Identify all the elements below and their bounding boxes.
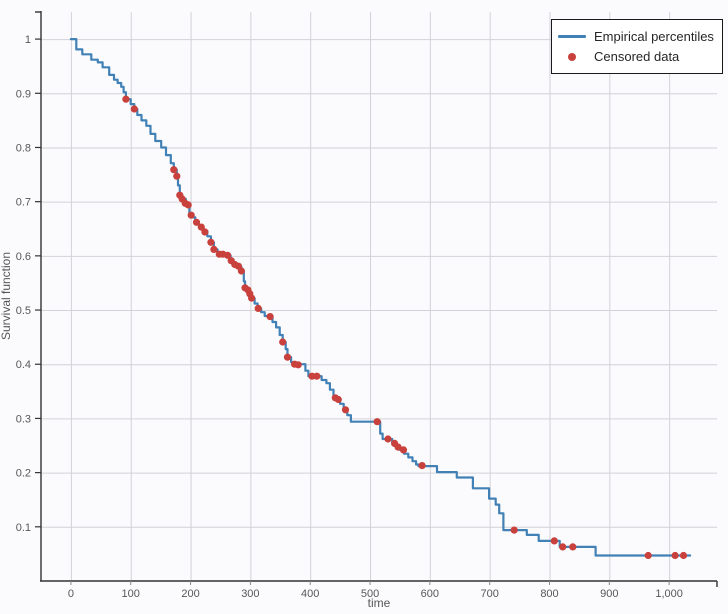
censored-data-point (266, 313, 274, 321)
censored-data-point (384, 435, 392, 443)
censored-data-point (294, 361, 302, 369)
x-tick-label: 800 (540, 588, 558, 600)
censored-data-point (283, 353, 292, 361)
censored-data-point (510, 526, 518, 534)
plot-area: 0.1 0.2 0.3 0.4 0.5 0.6 0.7 0.8 0.9 1 0 100 200 300 40… (16, 11, 718, 600)
censored-data-point (671, 551, 679, 560)
censored-data-point (207, 238, 215, 246)
y-tick-label: 0.9 (16, 88, 31, 100)
y-tick-label: 0.1 (16, 522, 31, 534)
censored-data-point (224, 251, 232, 259)
censored-data-point (394, 443, 402, 451)
censored-data-point (373, 418, 381, 426)
censored-data-point (122, 95, 130, 103)
censored-data-point (341, 406, 350, 414)
censored-data-point (248, 294, 256, 302)
censored-data-point (399, 446, 408, 454)
censored-data-point (569, 543, 577, 551)
legend-item-empirical-percentiles: Empirical percentiles (558, 30, 716, 43)
censored-data-point (679, 551, 688, 560)
legend-label-empirical-percentiles: Empirical percentiles (594, 28, 714, 44)
x-tick-label: 900 (600, 588, 618, 600)
legend-item-censored-data: Censored data (558, 50, 716, 63)
censored-data-point (334, 395, 342, 404)
censored-data-point (184, 201, 192, 209)
censored-data-point (279, 338, 287, 346)
censored-data-point (210, 245, 218, 253)
y-tick-label: 0.2 (16, 468, 31, 480)
censored-data-markers (122, 95, 688, 560)
y-axis-title: Survival function (0, 252, 13, 340)
x-tick-label: 0 (68, 588, 74, 600)
x-tick-label: 600 (421, 588, 439, 600)
censored-data-point (418, 462, 426, 470)
censored-data-point (644, 551, 652, 560)
empirical-percentiles-curve (69, 38, 692, 557)
censored-data-point (559, 543, 567, 551)
x-tick-label: 100 (122, 588, 140, 600)
y-tick-label: 0.6 (16, 251, 31, 263)
x-tick-label: 200 (181, 588, 199, 600)
y-axis-ticks: 0.1 0.2 0.3 0.4 0.5 0.6 0.7 0.8 0.9 1 (16, 34, 41, 534)
censored-data-point (313, 372, 321, 380)
censored-data-point (254, 304, 262, 312)
x-tick-label: 400 (301, 588, 319, 600)
line-swatch-icon (558, 34, 586, 38)
censored-data-point (201, 228, 209, 236)
y-tick-label: 0.8 (16, 142, 31, 154)
x-tick-label: 1,000 (655, 588, 683, 600)
legend-label-censored-data: Censored data (594, 49, 680, 65)
x-tick-label: 700 (480, 588, 498, 600)
censored-data-point (173, 172, 181, 180)
y-tick-label: 1 (25, 34, 31, 46)
legend: Empirical percentiles Censored data (551, 19, 723, 74)
dot-swatch-icon (558, 52, 586, 61)
y-tick-label: 0.3 (16, 413, 31, 425)
censored-data-point (192, 218, 201, 226)
x-tick-label: 500 (361, 588, 379, 600)
y-tick-label: 0.5 (16, 305, 31, 317)
censored-data-point (237, 267, 245, 275)
censored-data-point (170, 166, 178, 174)
gridlines (41, 12, 717, 581)
censored-data-point (187, 211, 195, 219)
x-tick-label: 300 (241, 588, 259, 600)
x-axis-ticks: 0 100 200 300 400 500 600 700 800 900 1,000 (68, 581, 683, 600)
axis-spines (35, 11, 718, 587)
x-axis-title: time (368, 596, 391, 610)
censored-data-point (550, 537, 558, 545)
y-tick-label: 0.7 (16, 197, 31, 209)
censored-data-point (130, 105, 138, 113)
y-tick-label: 0.4 (16, 359, 31, 371)
